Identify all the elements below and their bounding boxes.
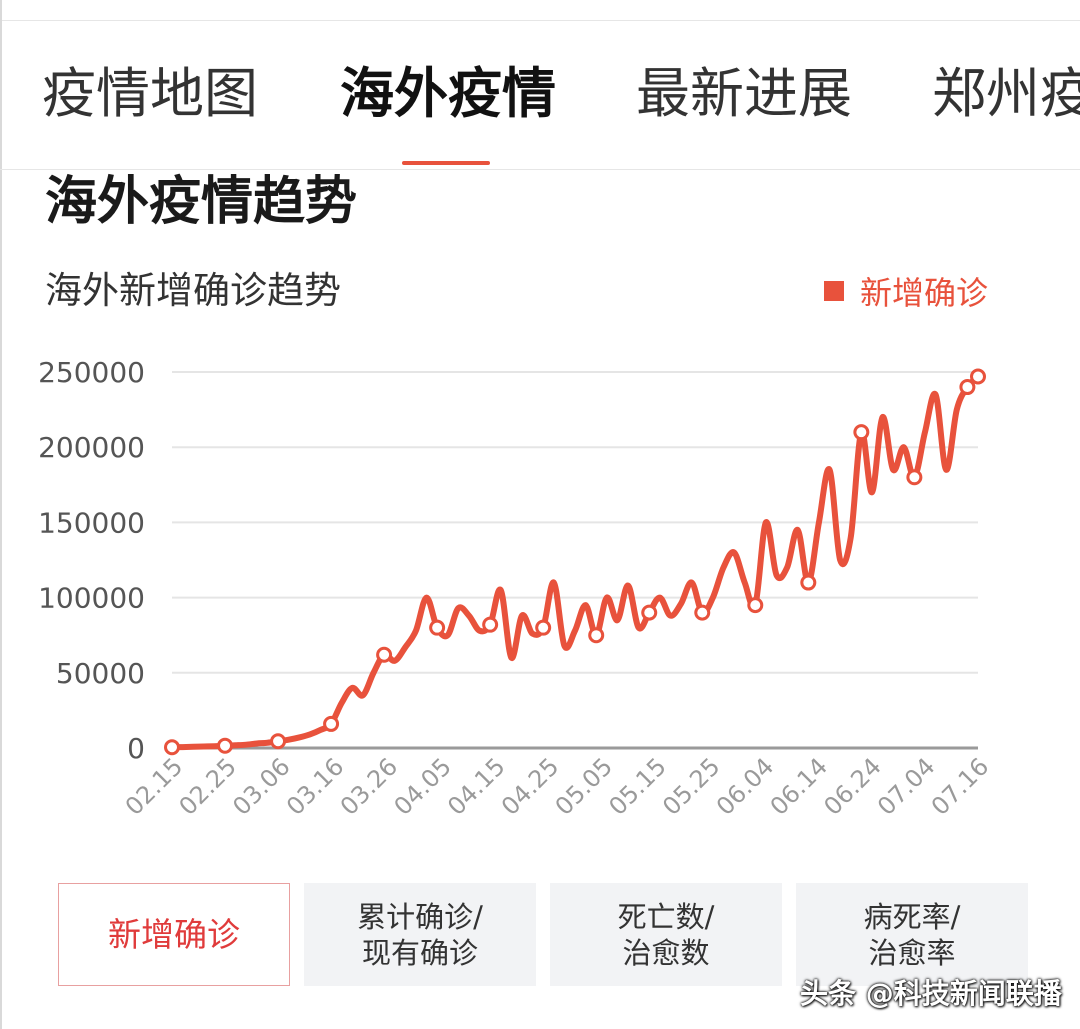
series-line-new-confirmed: [169, 373, 981, 751]
data-point-marker: [853, 424, 870, 441]
watermark: 头条 @科技新闻联播: [800, 977, 1062, 1010]
x-tick-label: 03.06: [227, 752, 295, 820]
x-tick-label: 05.15: [603, 752, 671, 820]
data-point-marker: [535, 619, 552, 636]
y-tick-label: 250000: [38, 356, 145, 389]
tab-epidemic-map[interactable]: 疫情地图: [42, 62, 258, 125]
data-point-marker: [164, 739, 180, 756]
tab-zhengzhou[interactable]: 郑州疫: [932, 62, 1080, 125]
x-tick-label: 06.04: [711, 752, 779, 820]
data-point-marker: [217, 737, 234, 754]
fatality-recovery-rate-button[interactable]: 病死率/ 治愈率: [796, 883, 1028, 986]
y-tick-label: 150000: [38, 506, 145, 539]
chart-legend[interactable]: 新增确诊: [824, 268, 988, 314]
x-tick-label: 04.25: [496, 752, 564, 820]
tab-bar: 疫情地图 海外疫情 最新进展 郑州疫: [0, 21, 1080, 170]
new-confirmed-button[interactable]: 新增确诊: [58, 883, 290, 986]
x-tick-label: 06.24: [818, 752, 886, 820]
chart-title: 海外新增确诊趋势: [45, 269, 341, 312]
active-tab-indicator: [402, 161, 490, 165]
data-point-marker: [323, 715, 340, 732]
top-strip: [0, 0, 1080, 21]
x-tick-label: 07.04: [872, 752, 940, 820]
data-point-marker: [376, 646, 393, 663]
section-title: 海外疫情趋势: [45, 172, 358, 232]
x-tick-label: 03.26: [335, 752, 403, 820]
data-point-marker: [429, 619, 446, 636]
x-tick-label: 05.25: [657, 752, 725, 820]
x-tick-label: 03.16: [281, 752, 349, 820]
data-point-marker: [970, 368, 986, 385]
line-chart: 05000010000015000020000025000002.1502.25…: [38, 356, 994, 821]
tab-latest-progress[interactable]: 最新进展: [636, 62, 852, 125]
x-tick-label: 05.05: [550, 752, 618, 820]
data-point-marker: [641, 604, 658, 621]
x-tick-label: 04.15: [442, 752, 510, 820]
data-point-marker: [906, 469, 923, 486]
data-point-marker: [694, 604, 711, 621]
tab-overseas-epidemic[interactable]: 海外疫情: [340, 62, 556, 125]
x-tick-label: 02.25: [174, 752, 242, 820]
data-point-marker: [270, 733, 287, 750]
x-tick-label: 07.16: [926, 752, 994, 820]
x-tick-label: 04.05: [389, 752, 457, 820]
data-point-marker: [588, 627, 605, 644]
data-point-marker: [747, 597, 764, 614]
left-edge-divider: [0, 0, 2, 1029]
x-tick-label: 06.14: [765, 752, 833, 820]
y-tick-label: 200000: [38, 431, 145, 464]
legend-label: 新增确诊: [860, 274, 989, 312]
data-point-marker: [482, 616, 499, 633]
cumulative-current-confirmed-button[interactable]: 累计确诊/ 现有确诊: [304, 883, 536, 986]
data-point-marker: [800, 574, 817, 591]
y-tick-label: 50000: [56, 657, 145, 690]
y-tick-label: 100000: [38, 582, 145, 615]
data-point-marker: [959, 379, 976, 396]
deaths-recovered-button[interactable]: 死亡数/ 治愈数: [550, 883, 782, 986]
legend-swatch: [824, 281, 844, 301]
y-tick-label: 0: [127, 732, 145, 765]
